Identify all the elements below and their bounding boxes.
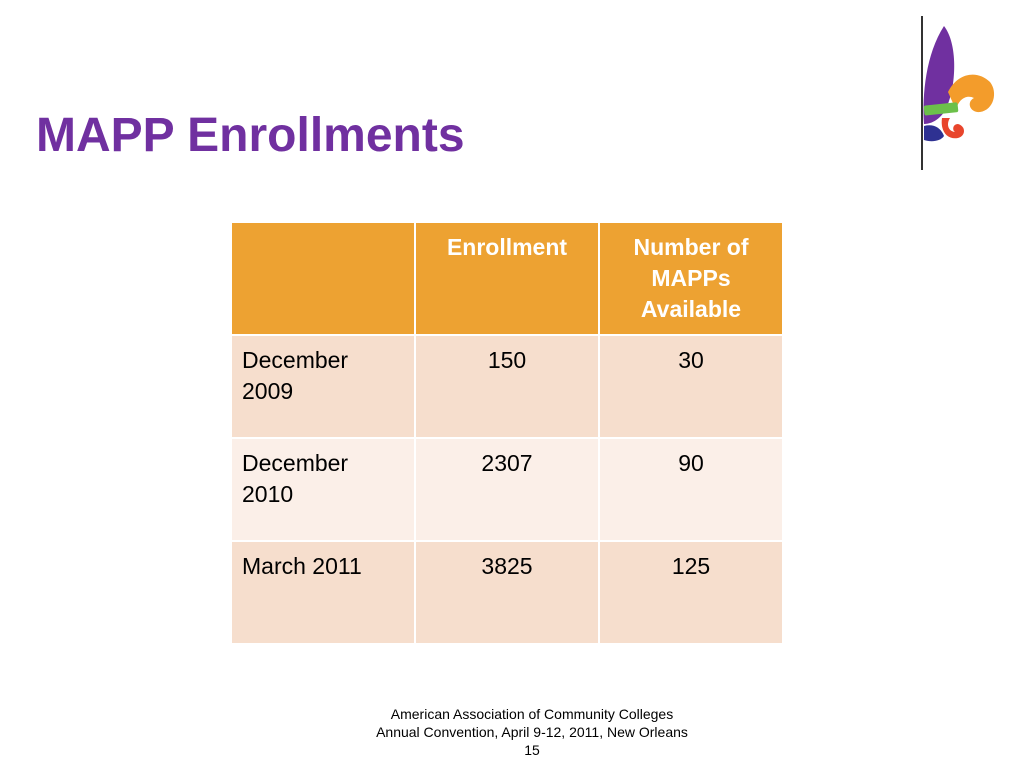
mapps-value: 30 bbox=[598, 334, 784, 439]
header-cell-mapps-available: Number of MAPPs Available bbox=[598, 221, 784, 336]
table-row: March 2011 3825 125 bbox=[230, 540, 784, 645]
mapps-value: 125 bbox=[598, 540, 784, 645]
enrollment-value: 3825 bbox=[414, 540, 600, 645]
row-label: December 2009 bbox=[230, 334, 416, 439]
table-header-row: Enrollment Number of MAPPs Available bbox=[230, 221, 784, 336]
row-label: December 2010 bbox=[230, 437, 416, 542]
fleur-de-lis-icon bbox=[921, 16, 995, 170]
footer-event: Annual Convention, April 9-12, 2011, New… bbox=[376, 724, 688, 740]
enrollment-value: 150 bbox=[414, 334, 600, 439]
table-row: December 2010 2307 90 bbox=[230, 437, 784, 542]
footer-organization: American Association of Community Colleg… bbox=[390, 706, 674, 722]
slide-footer: American Association of Community Colleg… bbox=[332, 705, 732, 759]
mapps-value: 90 bbox=[598, 437, 784, 542]
row-label: March 2011 bbox=[230, 540, 416, 645]
header-cell-empty bbox=[230, 221, 416, 336]
page-number: 15 bbox=[524, 742, 540, 758]
enrollment-value: 2307 bbox=[414, 437, 600, 542]
slide-title: MAPP Enrollments bbox=[36, 109, 465, 162]
header-cell-enrollment: Enrollment bbox=[414, 221, 600, 336]
table-row: December 2009 150 30 bbox=[230, 334, 784, 439]
enrollment-table: Enrollment Number of MAPPs Available Dec… bbox=[230, 221, 784, 645]
